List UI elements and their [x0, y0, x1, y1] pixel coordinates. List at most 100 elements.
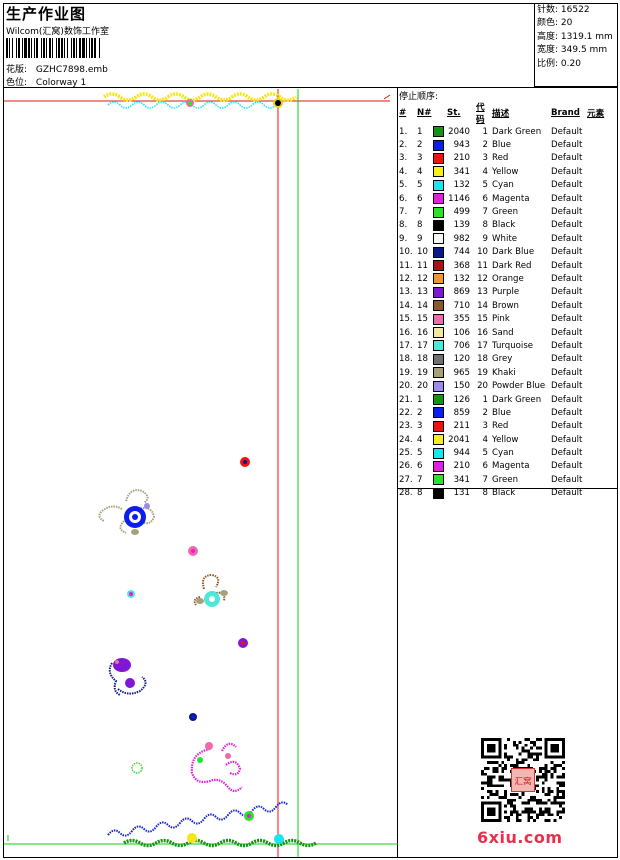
row-stitches: 132 — [453, 180, 470, 191]
row-description: Blue — [492, 407, 512, 418]
row-stitches: 132 — [453, 273, 470, 284]
table-row: 11. 11 368 11 Dark Red Default — [398, 259, 604, 272]
qr-seal-text: 汇窝 — [514, 775, 532, 787]
barcode — [6, 38, 100, 58]
stats-box — [534, 3, 618, 87]
table-row: 2. 2 943 2 Blue Default — [398, 138, 604, 151]
color-swatch — [433, 206, 444, 218]
row-brand: Default — [551, 193, 583, 204]
outer-frame — [3, 3, 618, 858]
row-swatch — [433, 179, 447, 192]
row-description: Yellow — [492, 166, 519, 177]
row-description: Magenta — [492, 461, 530, 472]
row-index: 6. — [399, 193, 408, 204]
row-needle: 1 — [417, 126, 423, 137]
row-needle: 3 — [417, 421, 423, 432]
row-swatch — [433, 286, 447, 299]
table-divider — [397, 488, 618, 489]
row-stitches: 150 — [453, 381, 470, 392]
col-code: 代码 — [476, 103, 485, 125]
row-stitches: 2041 — [448, 434, 470, 445]
row-code: 2 — [482, 407, 488, 418]
color-swatch — [433, 300, 444, 312]
row-brand: Default — [551, 434, 583, 445]
row-description: Dark Blue — [492, 247, 535, 258]
table-row: 7. 7 499 7 Green Default — [398, 205, 604, 218]
row-brand: Default — [551, 247, 583, 258]
row-stitches: 126 — [453, 394, 470, 405]
row-swatch — [433, 192, 447, 205]
row-needle: 14 — [417, 300, 428, 311]
row-code: 8 — [482, 488, 488, 499]
row-needle: 15 — [417, 314, 428, 325]
row-code: 8 — [482, 220, 488, 231]
row-swatch — [433, 232, 447, 245]
row-code: 3 — [482, 421, 488, 432]
row-index: 16. — [399, 327, 413, 338]
table-row: 8. 8 139 8 Black Default — [398, 219, 604, 232]
table-row: 27. 7 341 7 Green Default — [398, 473, 604, 486]
color-swatch — [433, 367, 444, 379]
colorway-value: Colorway 1 — [35, 78, 87, 88]
table-row: 22. 2 859 2 Blue Default — [398, 406, 604, 419]
row-brand: Default — [551, 394, 583, 405]
row-code: 5 — [482, 448, 488, 459]
motif-dark-blue-flower — [189, 713, 197, 721]
row-code: 1 — [482, 126, 488, 137]
table-row: 16. 16 106 16 Sand Default — [398, 326, 604, 339]
row-description: Sand — [492, 327, 514, 338]
row-index: 10. — [399, 247, 413, 258]
color-swatch — [433, 407, 444, 419]
row-brand: Default — [551, 407, 583, 418]
row-needle: 16 — [417, 327, 428, 338]
embroidery-design-preview — [4, 89, 398, 857]
row-index: 13. — [399, 287, 413, 298]
color-swatch — [433, 420, 444, 432]
table-row: 1. 1 2040 1 Dark Green Default — [398, 125, 604, 138]
row-code: 14 — [477, 300, 488, 311]
row-needle: 19 — [417, 367, 428, 378]
motif-purple-flower-1 — [238, 638, 248, 648]
row-needle: 11 — [417, 260, 428, 271]
col-needle: N# — [417, 108, 432, 118]
table-row: 19. 19 965 19 Khaki Default — [398, 366, 604, 379]
row-swatch — [433, 446, 447, 459]
table-row: 4. 4 341 4 Yellow Default — [398, 165, 604, 178]
row-swatch — [433, 379, 447, 392]
row-description: Red — [492, 421, 509, 432]
row-code: 4 — [482, 434, 488, 445]
row-brand: Default — [551, 180, 583, 191]
stop-sequence-table: # N# St. 代码 描述 Brand 元素 1. 1 2040 1 Dark Gre… — [398, 101, 604, 500]
row-swatch — [433, 152, 447, 165]
row-needle: 7 — [417, 474, 423, 485]
row-brand: Default — [551, 233, 583, 244]
row-stitches: 341 — [453, 166, 470, 177]
row-code: 15 — [477, 314, 488, 325]
top-border-motif — [102, 92, 298, 109]
row-index: 25. — [399, 448, 413, 459]
color-swatch — [433, 166, 444, 178]
row-stitches: 710 — [453, 300, 470, 311]
colorway-line: 色位: Colorway 1 — [6, 75, 86, 88]
col-element: 元素 — [587, 109, 605, 119]
row-index: 15. — [399, 314, 413, 325]
row-index: 26. — [399, 461, 413, 472]
row-brand: Default — [551, 220, 583, 231]
row-needle: 5 — [417, 448, 423, 459]
row-stitches: 368 — [453, 260, 470, 271]
color-swatch — [433, 394, 444, 405]
row-code: 3 — [482, 153, 488, 164]
row-stitches: 2040 — [448, 126, 470, 137]
row-swatch — [433, 165, 447, 178]
header-divider — [3, 87, 618, 88]
color-swatch — [433, 460, 444, 472]
row-code: 13 — [477, 287, 488, 298]
row-swatch — [433, 366, 447, 379]
table-row: 17. 17 706 17 Turquoise Default — [398, 339, 604, 352]
row-swatch — [433, 420, 447, 433]
color-swatch — [433, 474, 444, 486]
row-index: 8. — [399, 220, 408, 231]
row-description: Brown — [492, 300, 519, 311]
row-needle: 4 — [417, 434, 423, 445]
row-code: 12 — [477, 273, 488, 284]
